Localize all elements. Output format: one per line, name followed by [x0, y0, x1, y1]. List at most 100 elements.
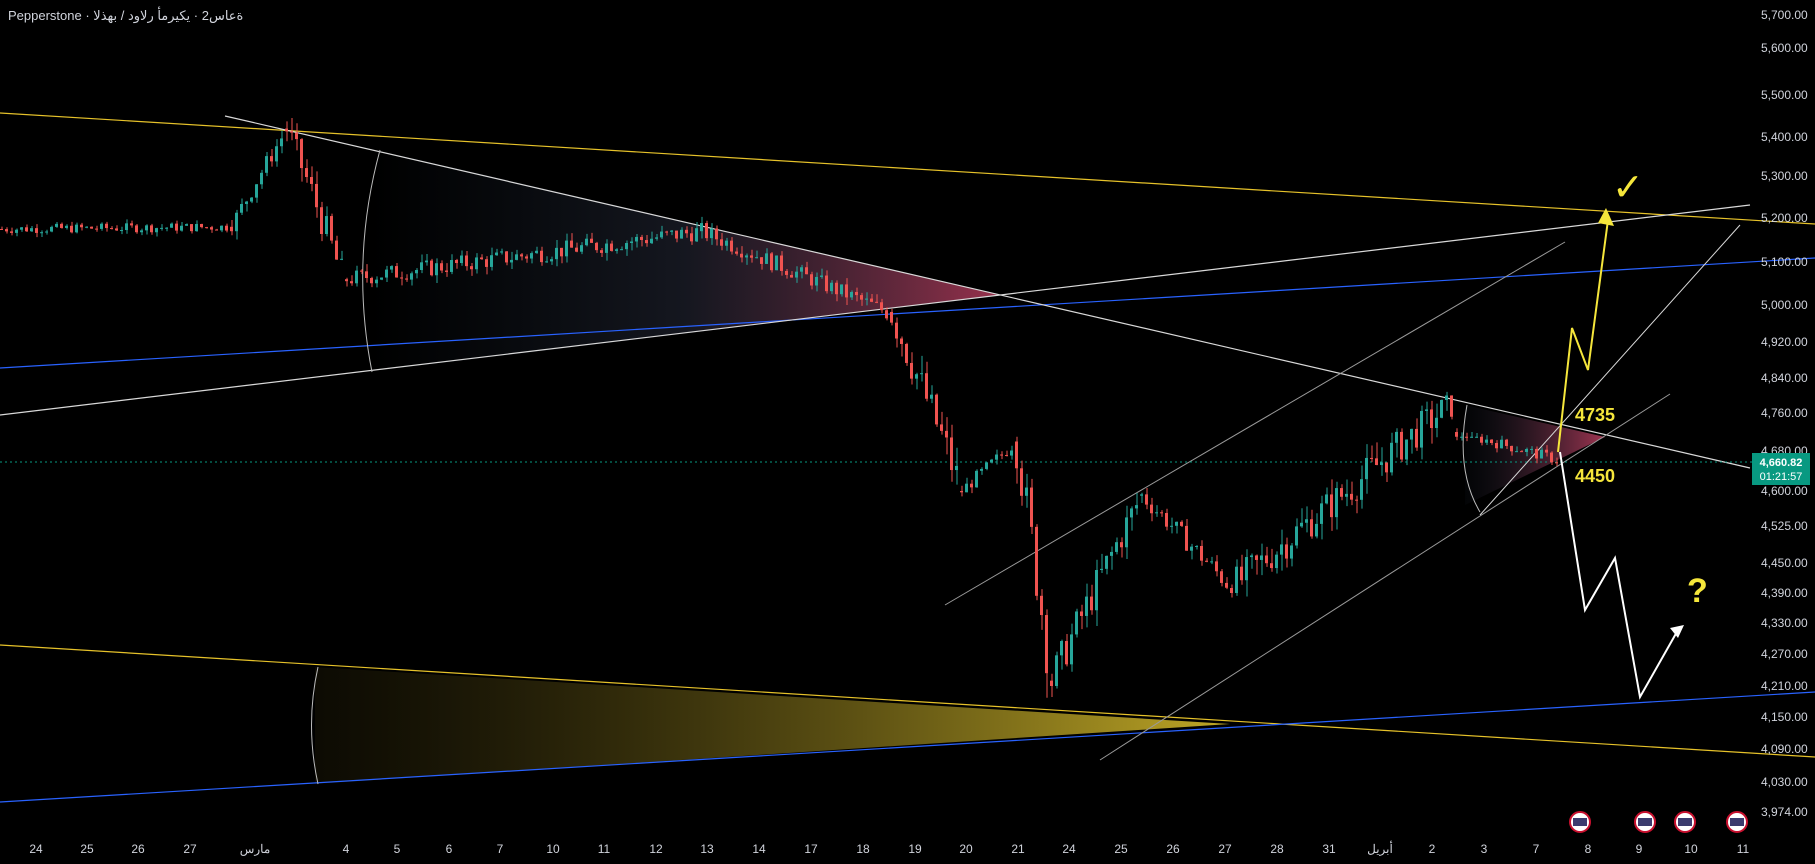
candle-body: [105, 223, 108, 229]
candle-body: [1260, 555, 1263, 560]
price-tick-label: 5,000.00: [1761, 298, 1808, 312]
candle-body: [630, 241, 633, 244]
upper-yellow-trendline[interactable]: [0, 112, 1815, 225]
candle-body: [280, 138, 283, 147]
candle-body: [70, 225, 73, 233]
candle-body: [220, 225, 223, 231]
candle-body: [470, 266, 473, 270]
candle-body: [1370, 457, 1373, 459]
candle-body: [115, 228, 118, 231]
price-tick-label: 4,270.00: [1761, 647, 1808, 661]
candle-body: [900, 338, 903, 344]
candle-body: [65, 225, 68, 228]
candle-body: [1540, 449, 1543, 459]
candle-body: [1070, 634, 1073, 665]
candle-body: [590, 238, 593, 243]
candle-body: [1245, 557, 1248, 581]
candle-body: [735, 251, 738, 254]
time-tick-label: 25: [80, 842, 94, 856]
candle-body: [330, 216, 333, 241]
candle-body: [440, 263, 443, 271]
candle-body: [535, 250, 538, 254]
candle-body: [805, 267, 808, 275]
time-tick-label: 27: [1218, 842, 1232, 856]
time-tick-label: 9: [1636, 842, 1643, 856]
upper-blue-trendline[interactable]: [0, 257, 1815, 369]
candle-body: [920, 373, 923, 375]
candle-body: [215, 229, 218, 231]
candle-body: [1095, 570, 1098, 611]
candle-body: [730, 240, 733, 252]
candle-body: [1220, 571, 1223, 583]
us-flag-icon[interactable]: [1569, 811, 1591, 833]
candle-body: [5, 229, 8, 232]
bearish-projection-path[interactable]: [1559, 451, 1679, 700]
candle-body: [675, 230, 678, 239]
lower-blue-trendline[interactable]: [0, 691, 1815, 803]
candle-body: [180, 225, 183, 231]
candle-body: [130, 223, 133, 226]
candle-body: [1120, 542, 1123, 548]
candle-body: [1445, 395, 1448, 400]
lower-yellow-trendline[interactable]: [0, 644, 1815, 758]
price-tick-label: 4,760.00: [1761, 406, 1808, 420]
price-axis[interactable]: 5,700.00 5,600.00 5,500.00 5,400.00 5,300.00…: [1761, 8, 1808, 819]
candle-body: [25, 227, 28, 232]
channel-lower-line[interactable]: [1099, 393, 1671, 761]
candle-body: [610, 243, 613, 251]
candle-body: [205, 227, 208, 229]
time-tick-label: 3: [1481, 842, 1488, 856]
candle-body: [145, 225, 148, 231]
candle-body: [495, 252, 498, 256]
time-tick-label: 10: [546, 842, 560, 856]
us-flag-icon[interactable]: [1674, 811, 1696, 833]
candle-body: [1090, 596, 1093, 611]
candle-body: [980, 468, 983, 471]
candle-body: [1035, 526, 1038, 596]
candle-body: [1180, 521, 1183, 526]
candle-body: [965, 483, 968, 493]
candle-body: [1420, 410, 1423, 448]
candle-body: [1105, 555, 1108, 569]
price-tick-label: 3,974.00: [1761, 805, 1808, 819]
candle-body: [890, 311, 893, 323]
candle-body: [1100, 568, 1103, 571]
us-flag-icon[interactable]: [1726, 811, 1748, 833]
candle-body: [10, 231, 13, 233]
candle-body: [745, 255, 748, 258]
time-tick-label: مارس: [240, 842, 271, 856]
candle-body: [445, 270, 448, 272]
lower-white-trendline[interactable]: [0, 204, 1751, 416]
descending-white-trendline[interactable]: [224, 115, 1751, 469]
time-tick-label: 12: [649, 842, 663, 856]
candle-body: [1265, 555, 1268, 564]
time-tick-label: 24: [1062, 842, 1076, 856]
candle-body: [45, 231, 48, 233]
candle-body: [570, 240, 573, 248]
candle-body: [485, 259, 488, 267]
time-tick-label: 20: [959, 842, 973, 856]
candle-body: [970, 483, 973, 488]
price-tick-label: 4,150.00: [1761, 710, 1808, 724]
candle-body: [1215, 561, 1218, 572]
bullish-projection-path[interactable]: [1557, 219, 1609, 453]
candle-body: [910, 362, 913, 379]
price-tick-label: 4,600.00: [1761, 484, 1808, 498]
candle-body: [1395, 431, 1398, 443]
candle-body: [110, 228, 113, 230]
candle-body: [680, 229, 683, 239]
candle-body: [1275, 554, 1278, 569]
candle-body: [450, 259, 453, 272]
candle-body: [1340, 488, 1343, 497]
candle-body: [170, 223, 173, 228]
candle-body: [1430, 409, 1433, 429]
time-axis[interactable]: 24 25 26 27 مارس 4 5 6 7 10 11 12 13 14 17 18 19 20 21 24 25…: [29, 841, 1749, 856]
candle-body: [1315, 523, 1318, 537]
channel-middle-line[interactable]: [1479, 224, 1741, 516]
yellow-wedge-fill: [315, 667, 1230, 784]
us-flag-icon[interactable]: [1634, 811, 1656, 833]
channel-upper-line[interactable]: [944, 241, 1566, 606]
candle-body: [1005, 455, 1008, 457]
candle-body: [850, 291, 853, 298]
